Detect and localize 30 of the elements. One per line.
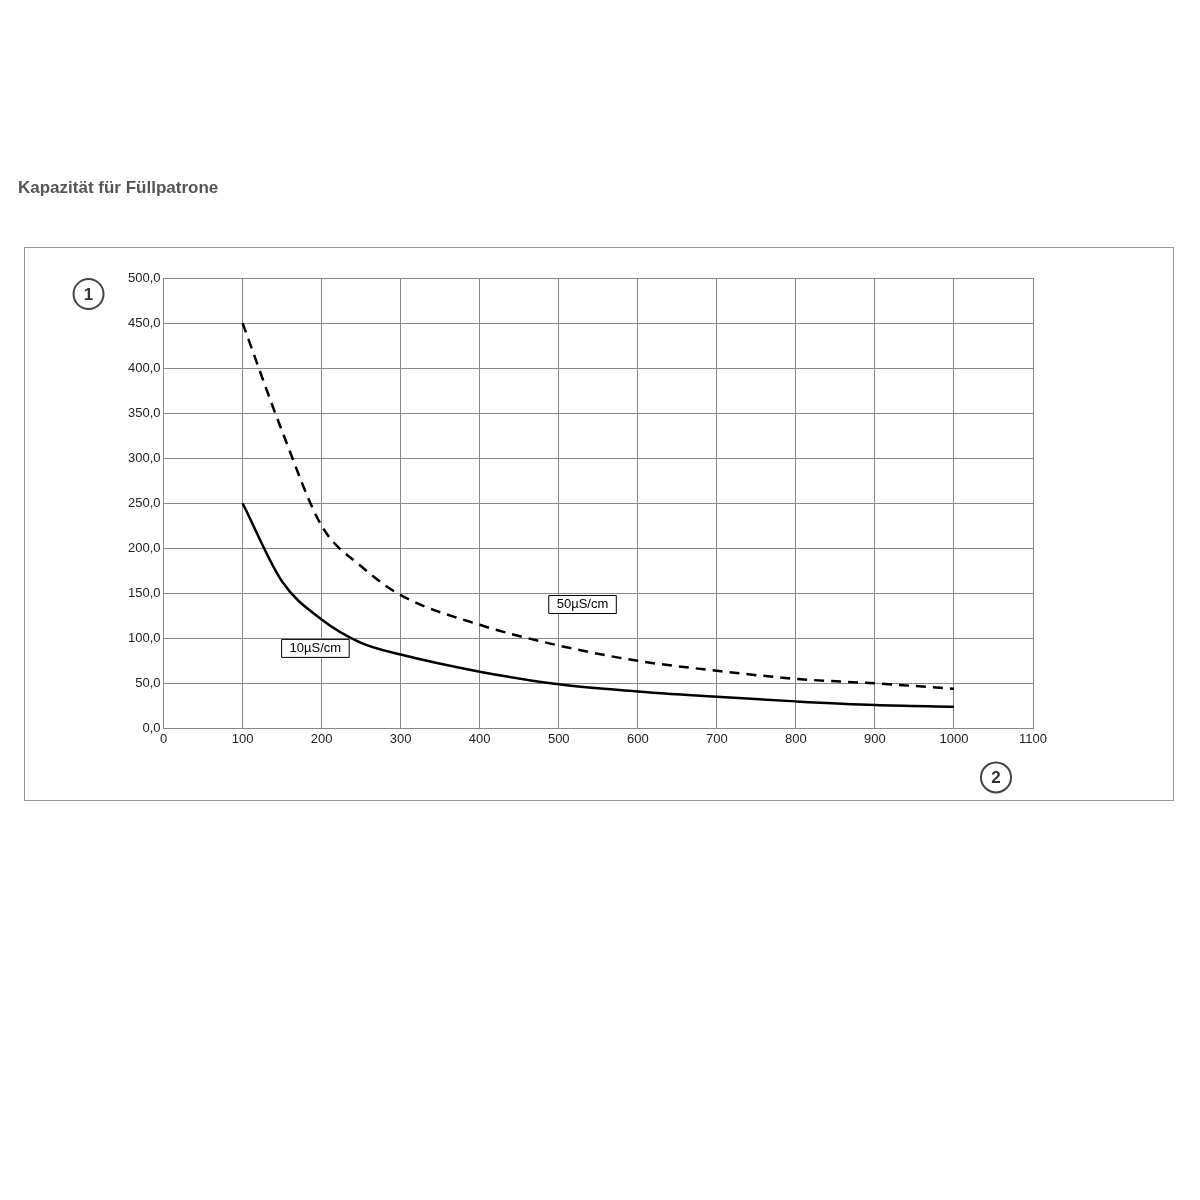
x-tick-label: 200	[310, 730, 333, 746]
x-tick-label: 600	[626, 730, 649, 746]
y-tick-label: 500,0	[127, 269, 161, 285]
chart-title: Kapazität für Füllpatrone	[18, 178, 219, 198]
line-series	[241, 501, 956, 709]
series-label: 10µS/cm	[289, 639, 342, 655]
x-tick-label: 700	[705, 730, 728, 746]
x-tick-label: 500	[547, 730, 570, 746]
y-tick-label: 300,0	[127, 449, 161, 465]
x-tick-label: 1100	[1019, 730, 1047, 746]
y-tick-label: 150,0	[127, 584, 161, 600]
y-tick-label: 350,0	[127, 404, 161, 420]
y-tick-label: 450,0	[127, 314, 161, 330]
y-tick-label: 50,0	[135, 674, 161, 690]
y-tick-label: 200,0	[127, 539, 161, 555]
x-tick-label: 300	[389, 730, 412, 746]
x-tick-label: 1000	[939, 730, 969, 746]
line-series	[241, 321, 956, 691]
y-tick-label: 0,0	[142, 719, 161, 735]
y-tick-label: 400,0	[127, 359, 161, 375]
x-tick-label: 900	[864, 730, 886, 746]
x-tick-label: 800	[785, 730, 807, 746]
y-tick-label: 250,0	[127, 494, 161, 510]
y-tick-label: 100,0	[127, 629, 161, 645]
x-tick-label: 400	[468, 730, 491, 746]
x-axis-title: 2	[991, 768, 1001, 788]
x-tick-label: 0	[159, 730, 168, 746]
x-tick-label: 100	[231, 730, 254, 746]
y-axis-title: 1	[83, 284, 94, 304]
text: 50µS/cm	[556, 596, 609, 612]
